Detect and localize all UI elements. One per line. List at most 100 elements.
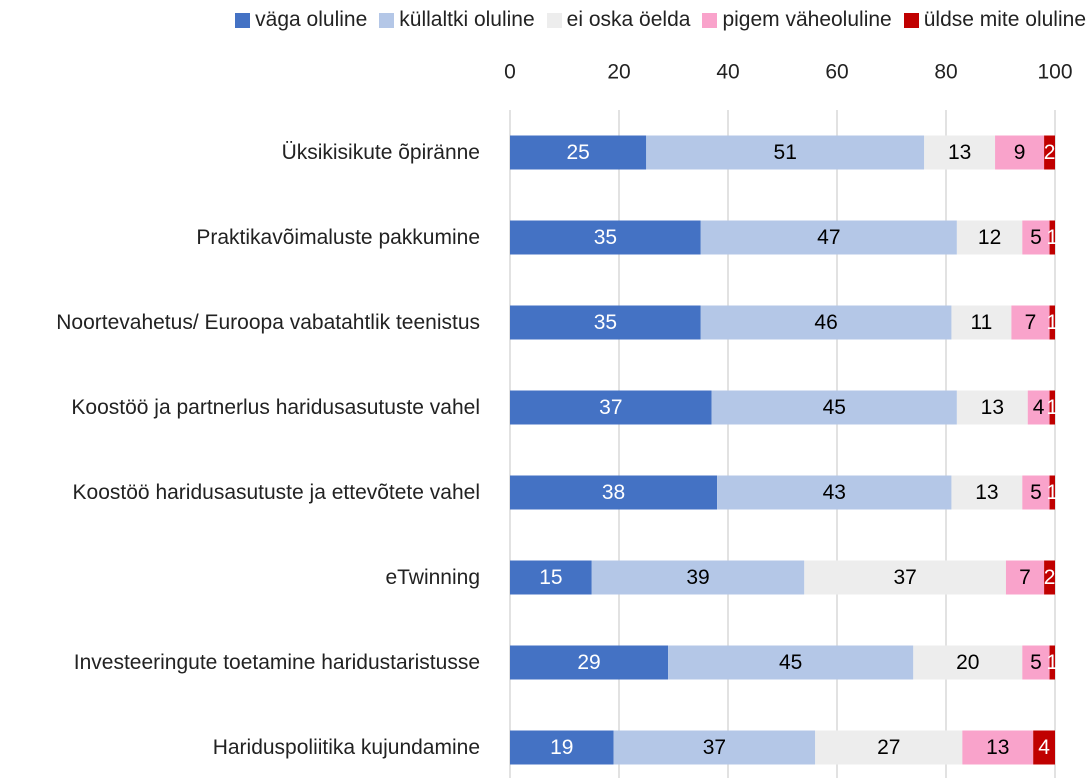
data-label: 39 — [686, 566, 709, 589]
data-label: 46 — [814, 311, 837, 334]
x-tick-label: 40 — [716, 61, 739, 84]
bar-segment — [1022, 475, 1050, 510]
legend-item: küllaltki oluline — [379, 8, 535, 32]
data-label: 7 — [1019, 566, 1031, 589]
bar-segment — [951, 475, 1023, 510]
data-label: 29 — [577, 651, 600, 674]
data-label: 1 — [1046, 396, 1058, 419]
bar-segment — [717, 475, 952, 510]
category-label: Noortevahetus/ Euroopa vabatahtlik teeni… — [56, 310, 480, 334]
bar-segment — [510, 730, 614, 765]
data-label: 1 — [1046, 651, 1058, 674]
data-label: 5 — [1030, 481, 1042, 504]
data-label: 35 — [594, 226, 617, 249]
legend-item: väga oluline — [235, 8, 367, 32]
bar-segment — [1049, 645, 1055, 680]
bar-segment — [1049, 305, 1055, 340]
data-label: 37 — [599, 396, 622, 419]
category-label: Investeeringute toetamine haridustaristu… — [73, 650, 480, 674]
category-label: eTwinning — [385, 565, 480, 589]
legend-swatch — [702, 12, 718, 28]
bar-segment — [510, 305, 701, 340]
bar-segment — [995, 135, 1045, 170]
bar-segment — [668, 645, 914, 680]
legend-item: üldse mite oluline — [903, 8, 1086, 32]
data-label: 1 — [1046, 311, 1058, 334]
bar-segment — [1044, 560, 1055, 595]
bar-segment — [1049, 475, 1055, 510]
bar-segment — [591, 560, 805, 595]
data-label: 4 — [1033, 396, 1045, 419]
legend-swatch — [379, 12, 395, 28]
legend-label: ei oska öelda — [566, 8, 691, 31]
bar-segment — [510, 645, 669, 680]
legend-swatch — [546, 12, 562, 28]
bar-segment — [1011, 305, 1050, 340]
x-tick-label: 60 — [825, 61, 848, 84]
bar-segment — [1049, 390, 1055, 425]
bar-segment — [510, 135, 647, 170]
bar-segment — [700, 220, 957, 255]
bar-segment — [1022, 645, 1050, 680]
data-label: 1 — [1046, 226, 1058, 249]
legend: väga oluline küllaltki oluline ei oska öel… — [235, 8, 1086, 32]
bar-segment — [510, 560, 592, 595]
bar-segment — [510, 220, 701, 255]
data-label: 2 — [1044, 566, 1056, 589]
legend-label: üldse mite oluline — [923, 8, 1086, 31]
bar-segment — [913, 645, 1023, 680]
data-label: 38 — [602, 481, 625, 504]
bar-segment — [804, 560, 1006, 595]
data-label: 2 — [1044, 141, 1056, 164]
data-label: 1 — [1046, 481, 1058, 504]
data-label: 51 — [774, 141, 797, 164]
data-label: 45 — [779, 651, 802, 674]
bar-segment — [510, 390, 712, 425]
bar-segment — [711, 390, 957, 425]
bar-segment — [1033, 730, 1055, 765]
category-label: Hariduspoliitika kujundamine — [212, 735, 480, 759]
data-label: 15 — [539, 566, 562, 589]
bar-segment — [956, 390, 1028, 425]
data-label: 7 — [1025, 311, 1037, 334]
bar-segment — [815, 730, 963, 765]
bar-segment — [1044, 135, 1055, 170]
bar-segment — [962, 730, 1034, 765]
data-label: 20 — [956, 651, 979, 674]
legend-swatch — [903, 12, 919, 28]
category-label: Üksikisikute õpiränne — [281, 140, 480, 164]
data-label: 45 — [823, 396, 846, 419]
bar-segment — [951, 305, 1012, 340]
data-label: 47 — [817, 226, 840, 249]
bar-segment — [1027, 390, 1050, 425]
data-label: 9 — [1014, 141, 1026, 164]
bar-segment — [924, 135, 996, 170]
data-label: 5 — [1030, 651, 1042, 674]
bar-segment — [510, 475, 718, 510]
data-label: 43 — [823, 481, 846, 504]
legend-item: ei oska öelda — [546, 8, 691, 32]
legend-label: küllaltki oluline — [399, 8, 535, 31]
data-label: 13 — [948, 141, 971, 164]
bar-segment — [1005, 560, 1045, 595]
data-label: 25 — [566, 141, 589, 164]
x-tick-label: 80 — [934, 61, 957, 84]
data-label: 35 — [594, 311, 617, 334]
data-label: 19 — [550, 736, 573, 759]
legend-label: väga oluline — [255, 8, 368, 31]
bar-segment — [646, 135, 925, 170]
category-label: Koostöö haridusasutuste ja ettevõtete va… — [72, 480, 480, 504]
x-tick-label: 0 — [504, 61, 516, 84]
x-tick-label: 100 — [1037, 61, 1072, 84]
category-label: Koostöö ja partnerlus haridusasutuste va… — [71, 395, 480, 419]
bar-segment — [956, 220, 1023, 255]
data-label: 13 — [975, 481, 998, 504]
bar-segment — [1022, 220, 1050, 255]
data-label: 4 — [1038, 736, 1050, 759]
bar-segment — [613, 730, 816, 765]
data-label: 5 — [1030, 226, 1042, 249]
category-label: Praktikavõimaluste pakkumine — [196, 225, 480, 249]
legend-item: pigem väheoluline — [702, 8, 892, 32]
x-tick-label: 20 — [607, 61, 630, 84]
